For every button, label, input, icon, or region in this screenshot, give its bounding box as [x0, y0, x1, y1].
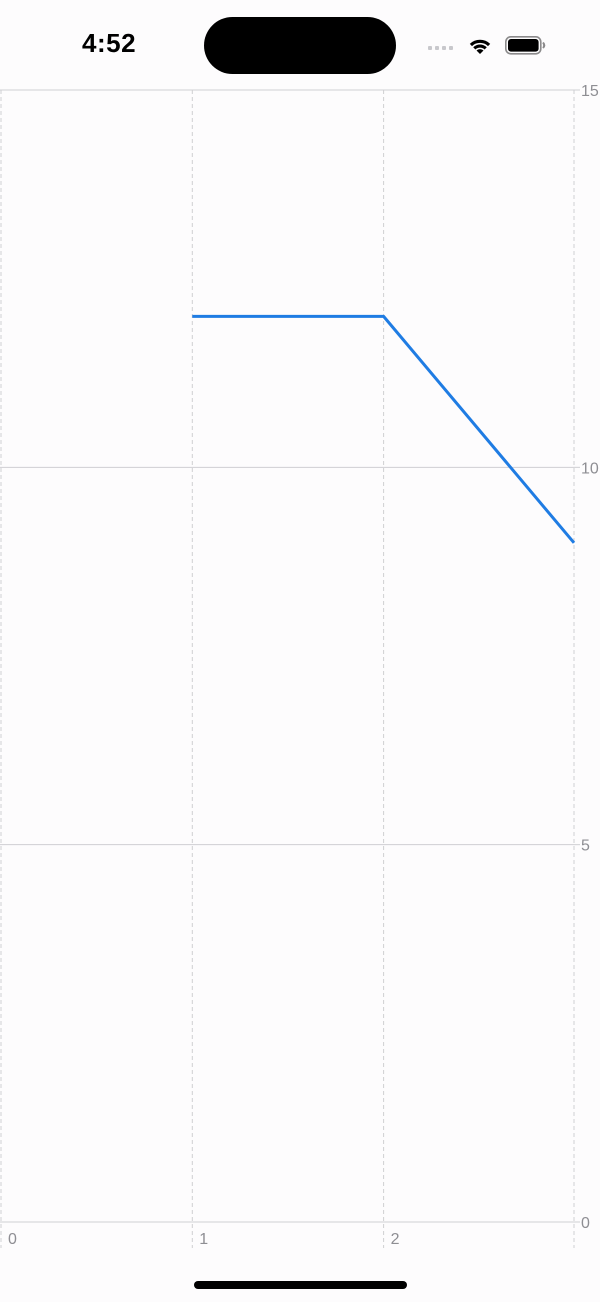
status-time: 4:52 [82, 28, 137, 58]
y-tick-label: 10 [581, 460, 599, 477]
home-indicator[interactable] [194, 1281, 407, 1289]
chart-tick-labels: 0 5 10 15 0 1 2 [8, 83, 599, 1248]
y-tick-label: 15 [581, 83, 599, 100]
x-tick-label: 1 [199, 1231, 208, 1248]
battery-icon [505, 36, 546, 55]
y-tick-label: 0 [581, 1215, 590, 1232]
wifi-icon [469, 39, 491, 54]
chart-series [192, 314, 576, 544]
chart-grid [0, 89, 580, 1248]
status-icons [428, 36, 546, 55]
y-tick-label: 5 [581, 838, 590, 855]
x-tick-label: 0 [8, 1231, 17, 1248]
x-tick-label: 2 [391, 1231, 400, 1248]
dynamic-island [204, 17, 396, 74]
status-bar: 4:52 [0, 0, 600, 90]
cellular-signal-icon [428, 46, 453, 50]
